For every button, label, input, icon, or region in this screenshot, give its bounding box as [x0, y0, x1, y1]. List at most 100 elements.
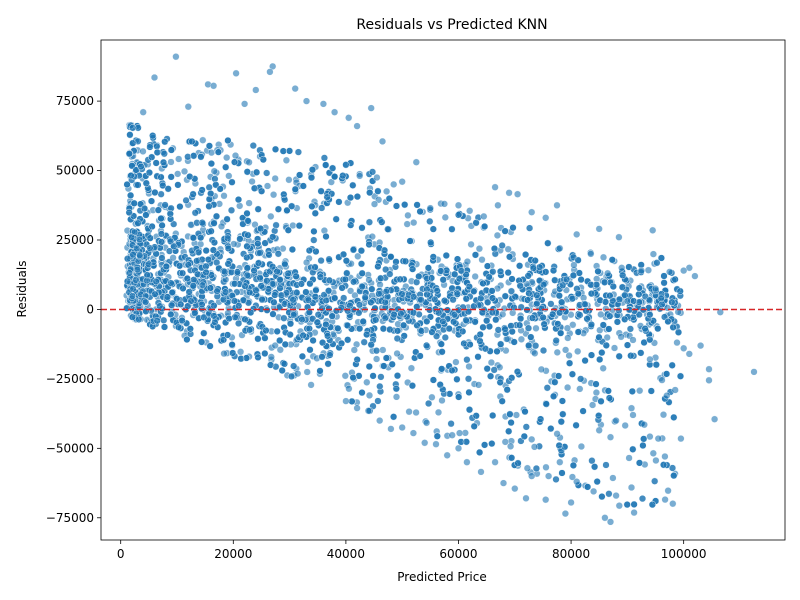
data-point: [668, 298, 676, 306]
data-point: [471, 272, 479, 281]
data-point: [209, 246, 218, 254]
data-point: [574, 290, 583, 298]
data-point: [231, 151, 240, 160]
data-point: [294, 148, 303, 156]
data-point: [654, 324, 662, 333]
data-point: [357, 260, 366, 268]
data-point: [293, 288, 301, 297]
data-point: [229, 349, 237, 357]
data-point: [453, 290, 462, 298]
data-point: [521, 407, 529, 416]
data-point: [463, 257, 472, 266]
data-point: [441, 333, 449, 342]
data-point: [450, 311, 459, 319]
data-point: [349, 181, 357, 189]
data-point: [588, 401, 597, 409]
data-point: [440, 297, 449, 305]
data-point: [448, 431, 456, 439]
data-point: [254, 239, 262, 248]
data-point: [223, 153, 231, 162]
data-point: [317, 187, 325, 195]
data-point: [398, 290, 406, 298]
data-point: [627, 404, 636, 412]
data-point: [503, 386, 511, 394]
data-point: [295, 222, 303, 230]
data-point: [652, 361, 660, 369]
data-point: [438, 348, 446, 356]
data-point: [474, 353, 482, 361]
data-point: [267, 353, 275, 361]
data-point: [365, 218, 374, 226]
data-point: [331, 294, 339, 302]
data-point: [341, 372, 349, 380]
data-point: [290, 311, 298, 319]
data-point: [354, 252, 362, 260]
data-point: [269, 233, 277, 241]
data-point: [659, 461, 668, 469]
data-point: [524, 272, 532, 280]
data-point: [574, 328, 582, 336]
data-point: [669, 323, 677, 331]
data-point: [433, 287, 441, 295]
data-point: [558, 469, 566, 477]
data-point: [427, 274, 436, 282]
data-point: [429, 225, 437, 233]
data-point: [661, 452, 669, 461]
data-point: [312, 247, 320, 256]
data-point: [248, 177, 256, 186]
data-point: [407, 364, 416, 372]
data-point: [480, 441, 489, 449]
data-point: [637, 349, 645, 357]
data-point: [615, 306, 623, 315]
data-point: [224, 244, 233, 253]
data-point: [462, 316, 470, 324]
data-point: [279, 147, 287, 155]
data-point: [493, 231, 502, 240]
data-point: [361, 293, 369, 301]
data-point: [322, 232, 330, 241]
data-point: [410, 218, 418, 227]
data-point: [303, 368, 311, 376]
data-point: [178, 269, 187, 277]
data-point: [403, 220, 411, 228]
data-point: [123, 180, 131, 189]
data-point: [263, 169, 271, 177]
data-point: [278, 366, 286, 375]
data-point: [350, 346, 358, 354]
data-point: [504, 268, 512, 277]
data-point: [490, 244, 499, 253]
data-point: [198, 300, 206, 309]
data-point: [284, 226, 292, 234]
data-point: [503, 335, 511, 343]
data-point: [158, 221, 166, 230]
data-point: [489, 411, 497, 420]
data-point: [646, 432, 654, 441]
data-point: [342, 161, 350, 169]
data-point: [139, 147, 147, 156]
data-point: [370, 200, 379, 208]
data-point: [198, 186, 206, 194]
data-point: [447, 420, 455, 428]
data-point: [325, 276, 334, 285]
data-point: [213, 287, 221, 295]
data-point: [388, 360, 396, 368]
data-point: [338, 284, 346, 292]
data-point: [451, 270, 459, 278]
data-point: [343, 321, 352, 330]
data-point: [367, 341, 375, 349]
data-point: [311, 209, 319, 217]
data-point: [483, 317, 491, 325]
data-point: [417, 296, 425, 304]
data-point: [176, 202, 184, 211]
data-point: [646, 336, 654, 344]
data-point: [368, 232, 376, 241]
data-point: [496, 267, 505, 276]
data-point: [360, 338, 368, 346]
data-point: [223, 215, 231, 223]
data-point: [579, 407, 587, 415]
data-point: [159, 158, 168, 167]
data-point: [249, 141, 257, 150]
data-point: [587, 320, 596, 329]
data-point: [167, 279, 175, 287]
data-point: [236, 348, 245, 356]
